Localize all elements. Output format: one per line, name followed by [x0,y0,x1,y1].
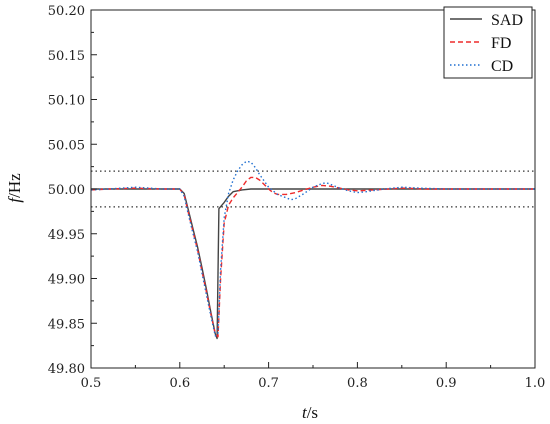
legend-label-cd: CD [491,58,513,75]
y-tick-label: 50.20 [48,4,85,19]
series-lines [90,160,535,340]
x-axis-unit: /s [307,403,318,422]
x-axis-title: t/s [302,403,318,422]
x-tick-label: 1.0 [525,376,546,391]
x-tick-label: 0.8 [347,376,368,391]
y-axis-title: f/Hz [5,173,24,203]
y-axis-unit: /Hz [5,173,24,198]
y-axis-ticks: 49.80 49.85 49.90 49.95 50.00 50.05 50.10 50.15… [48,4,97,377]
y-axis-symbol: f [5,196,24,203]
y-tick-label: 50.00 [48,183,85,198]
y-tick-label: 49.95 [48,228,85,243]
legend-label-sad: SAD [491,12,523,29]
legend: SAD FD CD [443,6,533,79]
y-tick-label: 49.85 [48,317,85,332]
y-tick-label: 49.90 [48,273,85,288]
y-tick-label: 50.10 [48,94,85,109]
x-tick-label: 0.5 [81,376,102,391]
y-tick-label: 50.15 [48,49,85,64]
legend-label-fd: FD [491,35,511,52]
y-tick-label: 49.80 [48,362,85,377]
x-axis-ticks: 0.5 0.6 0.7 0.8 0.9 1.0 [81,362,546,391]
x-tick-label: 0.6 [169,376,190,391]
x-tick-label: 0.9 [436,376,457,391]
y-tick-label: 50.05 [48,138,85,153]
series-line-fd [90,176,535,338]
x-tick-label: 0.7 [258,376,279,391]
x-axis-symbol: t [302,403,308,422]
reference-lines [91,170,535,208]
